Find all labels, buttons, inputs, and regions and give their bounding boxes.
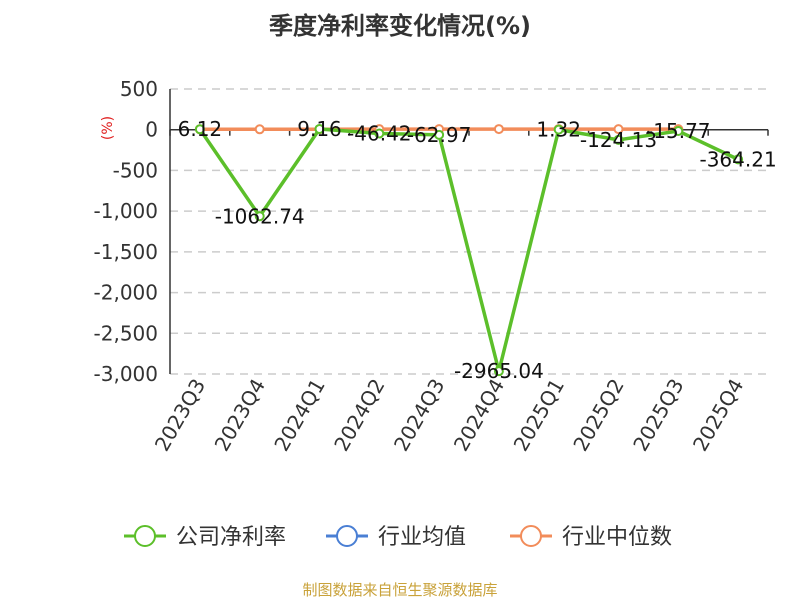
y-tick-label: 500 (120, 77, 158, 101)
data-label: 6.12 (178, 117, 223, 141)
y-tick-label: -3,000 (94, 362, 158, 386)
legend-label: 行业中位数 (562, 525, 672, 550)
data-label: 1.32 (536, 118, 581, 142)
y-tick-label: -500 (113, 158, 158, 182)
series-point (374, 128, 385, 139)
series-point (733, 154, 744, 165)
y-tick-label: -1,000 (94, 199, 158, 223)
data-label: -46.42 (347, 121, 411, 145)
series-point (254, 211, 265, 222)
series-point (434, 129, 445, 140)
series-point (553, 124, 564, 135)
x-tick-label: 2025Q1 (509, 375, 569, 456)
data-label: -124.13 (580, 128, 657, 152)
x-tick-label: 2023Q3 (150, 375, 210, 456)
x-tick-label: 2024Q2 (329, 375, 389, 456)
series-group (194, 123, 744, 377)
series-point (613, 134, 624, 145)
y-unit-label: (%) (100, 116, 116, 140)
x-tick-label: 2024Q4 (449, 375, 509, 456)
data-label: 9.16 (297, 117, 342, 141)
series-point (493, 366, 504, 377)
data-label: -62.97 (407, 123, 471, 147)
y-tick-label: -1,500 (94, 240, 158, 264)
series-line (198, 127, 739, 372)
legend-swatch-marker (134, 525, 156, 547)
y-tick-labels: 500 0 -500 -1,000 -1,500 -2,000 -2,500 -3,000 (94, 77, 158, 386)
series-point (254, 124, 265, 135)
data-label: -2965.04 (454, 359, 544, 383)
data-label: -15.77 (646, 119, 710, 143)
x-tick-label: 2025Q2 (568, 375, 628, 456)
data-labels: 6.12 -1062.74 9.16 -46.42-62.97 -2965.04 1.32… (178, 117, 777, 383)
legend-swatch-marker (520, 525, 542, 547)
x-tick-label: 2025Q3 (628, 375, 688, 456)
chart-title: 季度净利率变化情况(%) (269, 12, 531, 40)
data-label: -364.21 (699, 147, 776, 171)
y-tick-label: -2,500 (94, 321, 158, 345)
source-note: 制图数据来自恒生聚源数据库 (302, 581, 497, 599)
legend-swatch-marker (336, 525, 358, 547)
legend-label: 公司净利率 (176, 525, 286, 550)
y-tick-label: -2,000 (94, 281, 158, 305)
y-tick-label: 0 (145, 118, 158, 142)
series-point (194, 124, 205, 135)
series-point (613, 124, 624, 135)
data-label: -1062.74 (215, 204, 305, 228)
legend-label: 行业均值 (378, 525, 466, 550)
series-point (493, 124, 504, 135)
series-point (673, 125, 684, 136)
x-tick-label: 2023Q4 (210, 375, 270, 456)
x-tick-labels: 2023Q3 2023Q4 2024Q1 2024Q2 2024Q3 2024Q4 2025… (150, 374, 749, 455)
x-tick-label: 2025Q4 (688, 375, 748, 456)
x-tick-label: 2024Q1 (269, 375, 329, 456)
x-tick-label: 2024Q3 (389, 374, 449, 455)
series-point (314, 123, 325, 134)
legend: 公司净利率 行业均值 行业中位数 (124, 525, 672, 550)
